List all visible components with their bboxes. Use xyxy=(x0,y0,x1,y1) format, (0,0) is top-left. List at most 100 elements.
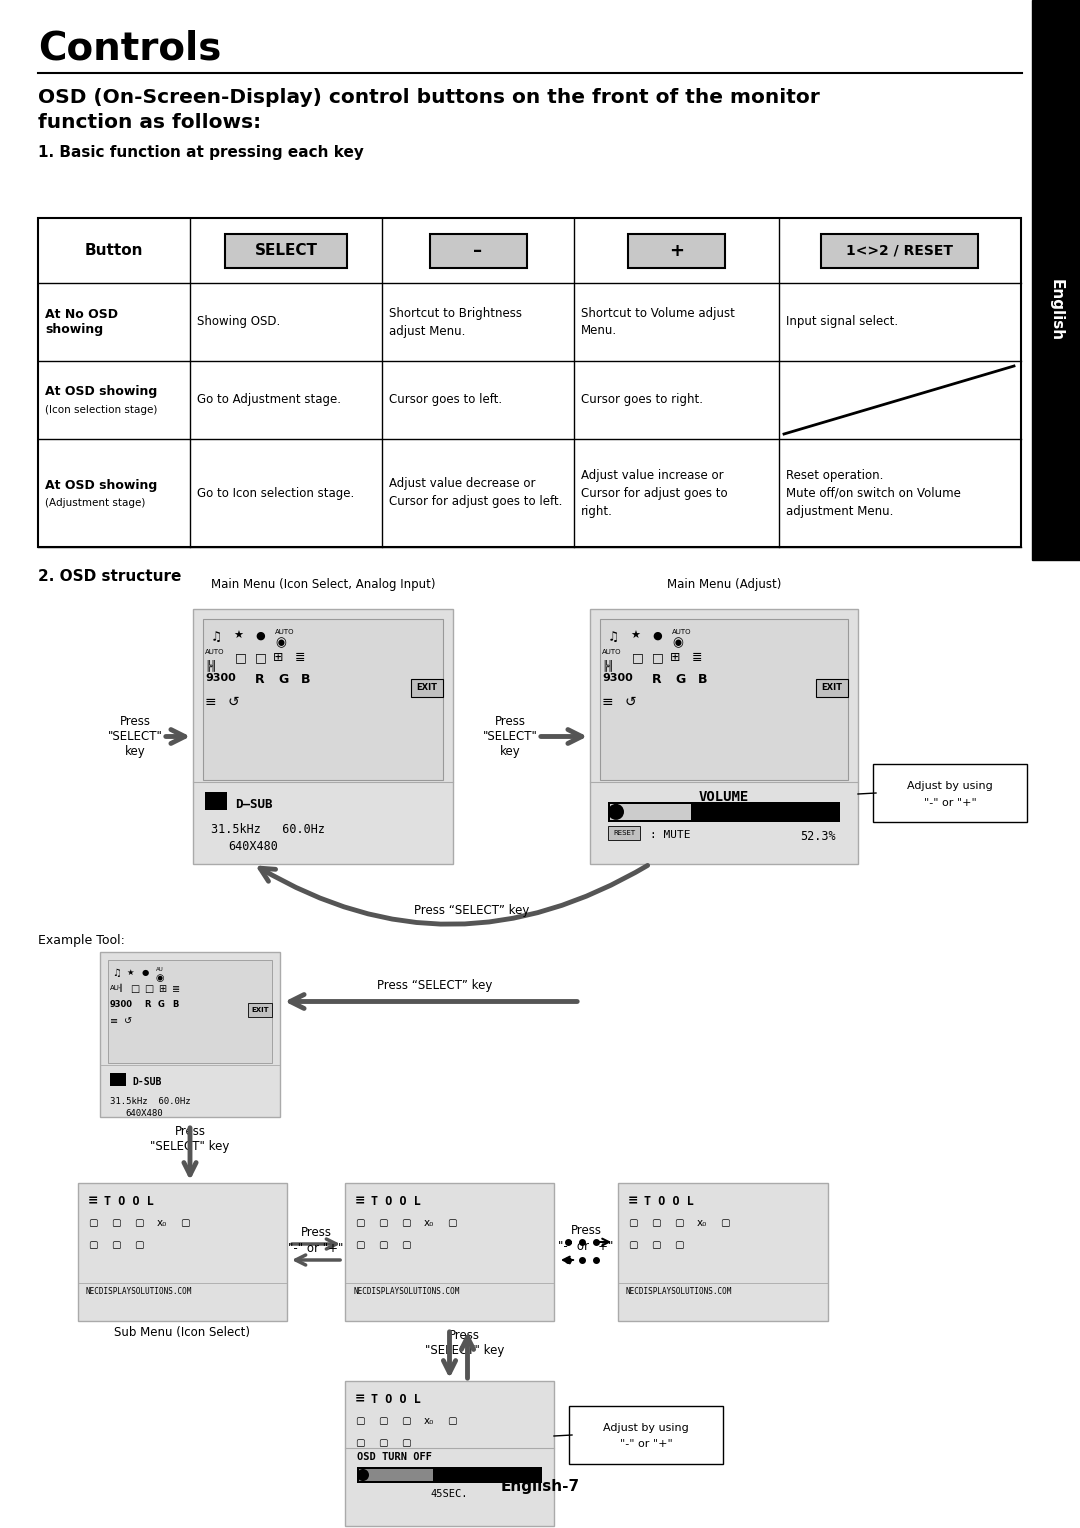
Text: x₀: x₀ xyxy=(424,1416,434,1426)
Text: Press
"SELECT"
key: Press "SELECT" key xyxy=(483,715,538,758)
FancyBboxPatch shape xyxy=(225,234,347,267)
Text: 2. OSD structure: 2. OSD structure xyxy=(38,568,181,584)
Bar xyxy=(205,792,227,810)
Bar xyxy=(357,1467,542,1484)
Text: G: G xyxy=(158,999,165,1008)
FancyBboxPatch shape xyxy=(821,234,977,267)
Text: ⊞: ⊞ xyxy=(158,984,166,995)
Text: T O O L: T O O L xyxy=(372,1394,421,1406)
Text: ▢: ▢ xyxy=(378,1218,388,1229)
Text: At OSD showing: At OSD showing xyxy=(45,478,158,492)
Text: 9300: 9300 xyxy=(602,672,633,683)
Text: VOLUME: VOLUME xyxy=(699,790,750,804)
Text: : MUTE: : MUTE xyxy=(650,830,690,840)
Text: Cursor goes to left.: Cursor goes to left. xyxy=(389,394,502,406)
Text: Cursor goes to right.: Cursor goes to right. xyxy=(581,394,703,406)
Text: "-" or "+": "-" or "+" xyxy=(620,1439,673,1449)
Text: ╠╢: ╠╢ xyxy=(205,659,217,671)
Text: AU: AU xyxy=(156,967,164,972)
Text: T O O L: T O O L xyxy=(644,1195,693,1209)
Text: Press: Press xyxy=(300,1225,332,1239)
Text: At OSD showing: At OSD showing xyxy=(45,385,158,399)
Text: (Icon selection stage): (Icon selection stage) xyxy=(45,405,158,416)
Text: Button: Button xyxy=(84,243,144,258)
Text: Press “SELECT” key: Press “SELECT” key xyxy=(414,905,529,917)
Text: Press: Press xyxy=(570,1224,602,1236)
Text: ●: ● xyxy=(652,631,662,642)
Text: ⊞: ⊞ xyxy=(670,651,680,665)
Text: ≣: ≣ xyxy=(692,651,702,665)
Text: Reset operation.
Mute off/on switch on Volume
adjustment Menu.: Reset operation. Mute off/on switch on V… xyxy=(786,469,961,518)
Text: ◉: ◉ xyxy=(156,973,164,983)
Text: □: □ xyxy=(144,984,153,995)
Text: ≡: ≡ xyxy=(87,1195,98,1209)
Text: ♫: ♫ xyxy=(211,631,222,643)
Text: Main Menu (Adjust): Main Menu (Adjust) xyxy=(666,578,781,591)
Text: □: □ xyxy=(130,984,139,995)
Text: ▢: ▢ xyxy=(87,1218,98,1229)
Text: EXIT: EXIT xyxy=(417,683,437,692)
Text: ▢: ▢ xyxy=(87,1241,98,1250)
Text: English-7: English-7 xyxy=(500,1479,580,1493)
Text: □: □ xyxy=(255,651,267,665)
Circle shape xyxy=(608,804,624,821)
Bar xyxy=(38,219,1021,547)
Bar xyxy=(411,678,443,697)
Text: T O O L: T O O L xyxy=(104,1195,153,1209)
Text: ★: ★ xyxy=(126,969,134,976)
Text: –: – xyxy=(473,241,483,260)
Text: AU╢: AU╢ xyxy=(110,984,124,992)
Text: ▢: ▢ xyxy=(134,1218,144,1229)
Text: EXIT: EXIT xyxy=(252,1007,269,1013)
Text: □: □ xyxy=(652,651,664,665)
Text: SELECT: SELECT xyxy=(255,243,318,258)
Text: ▢: ▢ xyxy=(111,1241,121,1250)
Text: ▢: ▢ xyxy=(378,1241,388,1250)
Text: ≡: ≡ xyxy=(355,1394,365,1406)
Text: ♫: ♫ xyxy=(608,631,619,643)
Bar xyxy=(193,610,453,863)
Bar xyxy=(203,619,443,779)
Text: 31.5kHz   60.0Hz: 31.5kHz 60.0Hz xyxy=(211,824,325,836)
Text: R: R xyxy=(255,672,265,686)
Text: Example Tool:: Example Tool: xyxy=(38,934,125,947)
Text: Input signal select.: Input signal select. xyxy=(786,315,899,329)
Text: OSD TURN OFF: OSD TURN OFF xyxy=(357,1452,432,1462)
Text: G: G xyxy=(278,672,288,686)
Bar xyxy=(345,1381,554,1526)
Text: x₀: x₀ xyxy=(157,1218,167,1229)
Text: Showing OSD.: Showing OSD. xyxy=(197,315,280,329)
Bar xyxy=(108,960,272,1062)
Text: ≡: ≡ xyxy=(355,1195,365,1209)
Text: R: R xyxy=(144,999,150,1008)
Text: ≡: ≡ xyxy=(602,695,613,709)
Text: ▢: ▢ xyxy=(355,1218,365,1229)
FancyBboxPatch shape xyxy=(569,1406,723,1464)
Text: R: R xyxy=(652,672,662,686)
Text: ▢: ▢ xyxy=(627,1241,638,1250)
Text: ▢: ▢ xyxy=(720,1218,730,1229)
Text: ↺: ↺ xyxy=(124,1016,132,1025)
Text: AUTO: AUTO xyxy=(275,630,295,636)
Text: ╠╢: ╠╢ xyxy=(602,659,613,671)
Text: NECDISPLAYSOLUTIONS.COM: NECDISPLAYSOLUTIONS.COM xyxy=(353,1287,459,1296)
Text: T O O L: T O O L xyxy=(372,1195,421,1209)
Text: D–SUB: D–SUB xyxy=(235,798,272,811)
Text: ↺: ↺ xyxy=(625,695,636,709)
Text: ▢: ▢ xyxy=(447,1218,457,1229)
Text: ▢: ▢ xyxy=(355,1416,365,1426)
Text: ▢: ▢ xyxy=(355,1241,365,1250)
Text: 31.5kHz  60.0Hz: 31.5kHz 60.0Hz xyxy=(110,1097,191,1106)
Text: 9300: 9300 xyxy=(110,999,133,1008)
Text: ▢: ▢ xyxy=(447,1416,457,1426)
Text: ▢: ▢ xyxy=(134,1241,144,1250)
Text: Sub Menu (Icon Select): Sub Menu (Icon Select) xyxy=(114,1326,251,1339)
Text: ▢: ▢ xyxy=(111,1218,121,1229)
Text: ▢: ▢ xyxy=(651,1218,661,1229)
Text: Go to Icon selection stage.: Go to Icon selection stage. xyxy=(197,486,354,500)
Text: 52.3%: 52.3% xyxy=(800,830,836,843)
Text: ▢: ▢ xyxy=(651,1241,661,1250)
Text: ▢: ▢ xyxy=(401,1438,410,1449)
Text: "-" or "+": "-" or "+" xyxy=(558,1239,613,1253)
Text: At No OSD
showing: At No OSD showing xyxy=(45,309,118,336)
